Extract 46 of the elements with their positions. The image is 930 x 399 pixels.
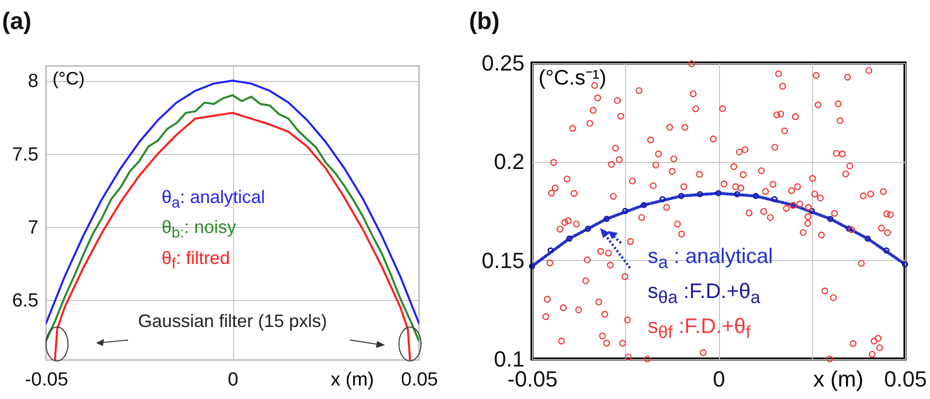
point [902,261,908,268]
point [678,192,684,200]
legend-label: s$_{a}$ : analytical [648,244,773,274]
point [696,191,703,198]
point [752,192,759,200]
line-series [532,192,905,268]
text: θ$_{b:}$: noisy [162,216,238,244]
point [622,208,628,214]
x-tick-label: 0 [712,366,726,392]
y-tick-label: 7.5 [12,144,38,166]
series-label: s$_{θf}$ :F.D.+θ$_{f}$ [648,314,752,344]
point [734,191,740,198]
x-tick-label: 0.05 [884,366,927,392]
x-tick-label: -0.05 [24,370,68,390]
point [864,236,871,242]
point [771,196,778,202]
point [528,263,536,270]
point [808,208,815,214]
point [548,247,554,254]
point [883,247,890,254]
text: θ$_{a}$: analytical [162,186,266,214]
x-axis-title: x (m) [813,366,864,392]
point [584,226,592,232]
y-axis-title: (°C.s⁻¹) [538,66,606,90]
point [640,202,647,208]
chart-title: (b) [469,8,500,35]
point [846,226,852,232]
point [566,236,572,242]
y-axis-title: (°C) [52,68,85,88]
x-tick-label: 0.05 [401,370,438,390]
chart-title: (a) [2,8,32,35]
x-axis-title: x (m) [330,370,374,390]
x-tick-label: 0 [228,370,238,390]
y-tick-label: 8 [28,71,38,92]
point [827,216,834,222]
point [604,216,610,222]
y-tick-label: 0.15 [482,248,524,273]
y-tick-label: 0.25 [482,50,524,76]
y-tick-label: 0.2 [494,149,524,174]
point [659,196,666,202]
y-tick-label: 7 [28,217,38,238]
point [715,190,722,196]
text: θ$_{f}$: filtred [162,247,231,275]
y-tick-label: 6.5 [12,290,38,312]
annotation: Gaussian filter (15 pxls) [138,310,328,331]
text: s$_{θa}$ :F.D.+θ$_{a}$ [648,278,762,310]
